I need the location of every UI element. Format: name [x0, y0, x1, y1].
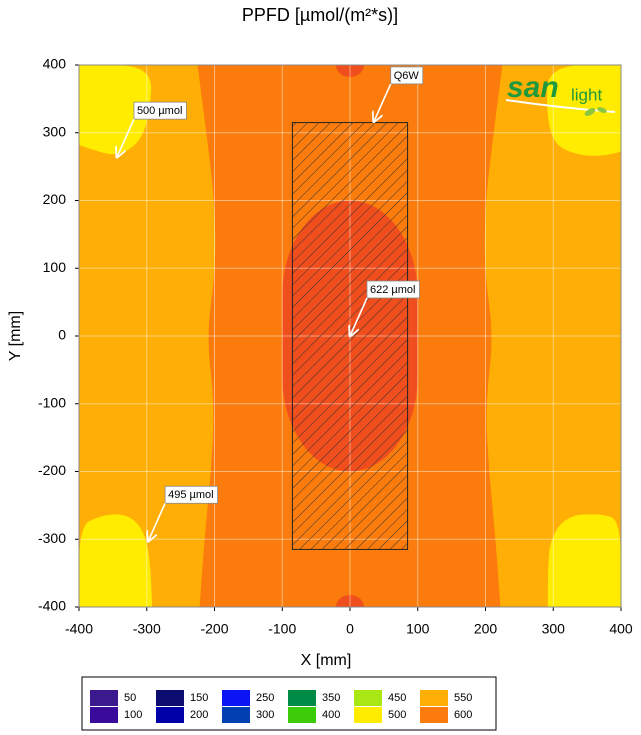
legend-label: 350 [322, 692, 340, 704]
legend-swatch [354, 707, 382, 723]
x-tick-label: 300 [542, 621, 566, 637]
legend-label: 600 [454, 709, 472, 721]
legend-swatch [90, 690, 118, 706]
x-tick-label: -200 [200, 621, 228, 637]
x-tick-label: 400 [609, 621, 633, 637]
x-axis-label: X [mm] [301, 652, 352, 669]
annotation-text: 495 µmol [168, 489, 213, 501]
logo-text: san [507, 71, 559, 104]
legend-label: 300 [256, 709, 274, 721]
annotation-text: 500 µmol [137, 105, 182, 117]
logo-text: light [571, 85, 602, 104]
legend-swatch [420, 690, 448, 706]
fixture [291, 122, 409, 550]
annotation-text: Q6W [394, 70, 420, 82]
annotation-arrow [374, 83, 392, 122]
y-axis-label: Y [mm] [7, 311, 24, 361]
y-tick-label: -400 [38, 598, 66, 614]
legend-swatch [288, 707, 316, 723]
legend-swatch [420, 707, 448, 723]
annotation-box [390, 66, 424, 85]
x-tick-label: 100 [406, 621, 430, 637]
annotation: 495 µmol [148, 485, 218, 541]
annotation-text: 622 µmol [370, 284, 415, 296]
logo-leaf [597, 107, 607, 113]
legend-swatch [354, 690, 382, 706]
legend-label: 250 [256, 692, 274, 704]
annotation-box [366, 280, 420, 299]
y-tick-label: 400 [43, 56, 67, 72]
contour-region [547, 514, 621, 607]
legend-swatch [222, 707, 250, 723]
annotation: Q6W [374, 66, 424, 122]
legend-label: 400 [322, 709, 340, 721]
y-tick-label: 0 [58, 327, 66, 343]
logo-leaf [584, 108, 596, 116]
x-tick-label: -400 [65, 621, 93, 637]
legend-swatch [156, 707, 184, 723]
legend-label: 450 [388, 692, 406, 704]
x-tick-label: 200 [474, 621, 498, 637]
legend-label: 150 [190, 692, 208, 704]
legend-label: 550 [454, 692, 472, 704]
legend-swatch [222, 690, 250, 706]
chart-title: PPFD [µmol/(m²*s)] [242, 5, 398, 25]
contour-region [79, 65, 152, 155]
y-tick-label: 300 [43, 123, 67, 139]
annotation-box [164, 485, 218, 504]
annotation: 622 µmol [350, 280, 420, 336]
y-tick-label: 200 [43, 191, 67, 207]
overlay: -400 -300 -200 -100 0 100 200 300 400 -400 -300 -20… [38, 56, 633, 637]
legend: 50 100 150 200 250 300 350 400 450 500 550 600 [90, 690, 472, 723]
y-tick-label: -100 [38, 394, 66, 410]
legend-label: 100 [124, 709, 142, 721]
legend-label: 500 [388, 709, 406, 721]
y-tick-label: -300 [38, 530, 66, 546]
annotation: 500 µmol [117, 101, 187, 157]
contour-region [79, 514, 153, 607]
annotation-box [133, 101, 187, 120]
contour-peak [336, 595, 364, 607]
x-tick-label: 0 [346, 621, 354, 637]
x-tick-label: -300 [133, 621, 161, 637]
logo: san light [505, 71, 616, 116]
y-tick-label: 100 [43, 259, 67, 275]
contour-peak [336, 65, 364, 77]
legend-swatch [156, 690, 184, 706]
legend-label: 50 [124, 692, 136, 704]
annotation-arrow [148, 502, 166, 541]
legend-swatch [288, 690, 316, 706]
y-tick-label: -200 [38, 462, 66, 478]
annotation-arrow [117, 118, 135, 157]
x-tick-label: -100 [268, 621, 296, 637]
legend-label: 200 [190, 709, 208, 721]
plot-frame [78, 64, 622, 608]
annotation-arrow [350, 297, 368, 336]
legend-swatch [90, 707, 118, 723]
